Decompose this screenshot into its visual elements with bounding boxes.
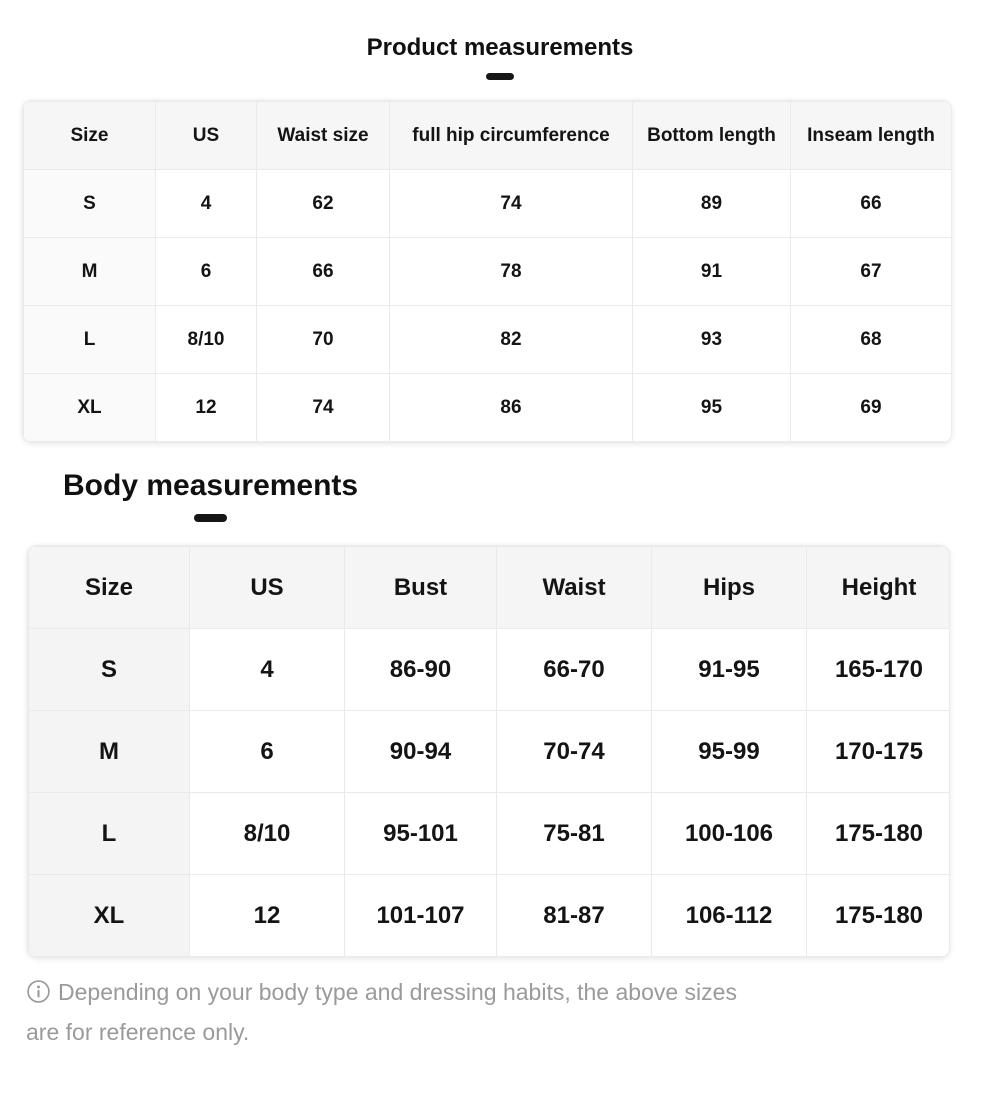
table-cell: 95 [632,373,791,442]
table-cell: 8/10 [189,792,345,875]
size-cell: L [23,305,156,374]
table-cell: 8/10 [155,305,257,374]
size-cell: M [23,237,156,306]
table-cell: 89 [632,169,791,238]
column-header: US [189,546,345,629]
size-cell: M [28,710,190,793]
table-cell: 12 [189,874,345,957]
size-cell: S [23,169,156,238]
table-row: XL 12 101-107 81-87 106-112 175-180 [28,874,949,957]
footnote: Depending on your body type and dressing… [26,972,738,1052]
body-measurements-section-header: Body measurements [63,469,358,522]
column-header: US [155,101,257,170]
table-cell: 12 [155,373,257,442]
body-measurements-table: Size US Bust Waist Hips Height S 4 86-90 66-70 91-… [28,546,949,957]
table-cell: 69 [790,373,951,442]
table-cell: 66 [790,169,951,238]
product-measurements-title: Product measurements [366,34,634,61]
product-measurements-section-header: Product measurements [366,34,634,80]
column-header: Hips [651,546,807,629]
table-cell: 70 [256,305,390,374]
size-cell: XL [23,373,156,442]
table-cell: 100-106 [651,792,807,875]
column-header: Bottom length [632,101,791,170]
table-cell: 165-170 [806,628,949,711]
column-header: Height [806,546,949,629]
table-cell: 70-74 [496,710,652,793]
table-cell: 91 [632,237,791,306]
table-row: M 6 90-94 70-74 95-99 170-175 [28,710,949,793]
table-cell: 175-180 [806,874,949,957]
column-header: Size [28,546,190,629]
info-icon [27,980,50,1003]
header-row: Size US Waist size full hip circumference Bo… [23,101,951,170]
header-row: Size US Bust Waist Hips Height [28,546,949,629]
table-row: S 4 62 74 89 66 [23,169,951,238]
table-cell: 175-180 [806,792,949,875]
table-cell: 95-99 [651,710,807,793]
table-cell: 90-94 [344,710,497,793]
title-underline-dash [194,514,228,522]
table-cell: 101-107 [344,874,497,957]
product-measurements-table: Size US Waist size full hip circumference Bo… [23,101,951,442]
column-header: Inseam length [790,101,951,170]
table-row: L 8/10 70 82 93 68 [23,305,951,374]
table-cell: 95-101 [344,792,497,875]
size-cell: S [28,628,190,711]
table-cell: 91-95 [651,628,807,711]
size-cell: XL [28,874,190,957]
table-cell: 106-112 [651,874,807,957]
table-cell: 170-175 [806,710,949,793]
table-cell: 68 [790,305,951,374]
table-cell: 74 [389,169,633,238]
table-cell: 78 [389,237,633,306]
table-cell: 62 [256,169,390,238]
table-cell: 6 [189,710,345,793]
column-header: Waist size [256,101,390,170]
table-row: XL 12 74 86 95 69 [23,373,951,442]
table-cell: 81-87 [496,874,652,957]
table-cell: 4 [189,628,345,711]
body-measurements-title: Body measurements [63,469,359,502]
footnote-text: Depending on your body type and dressing… [26,979,737,1045]
size-guide-page: Product measurements Size US Waist size ful… [0,34,1000,1052]
column-header: Waist [496,546,652,629]
table-cell: 93 [632,305,791,374]
column-header: full hip circumference [389,101,633,170]
table-cell: 6 [155,237,257,306]
title-underline-dash [485,73,514,80]
table-cell: 82 [389,305,633,374]
table-cell: 66 [256,237,390,306]
table-cell: 86-90 [344,628,497,711]
table-cell: 75-81 [496,792,652,875]
table-cell: 4 [155,169,257,238]
table-row: M 6 66 78 91 67 [23,237,951,306]
table-row: S 4 86-90 66-70 91-95 165-170 [28,628,949,711]
table-cell: 66-70 [496,628,652,711]
size-cell: L [28,792,190,875]
column-header: Bust [344,546,497,629]
table-row: L 8/10 95-101 75-81 100-106 175-180 [28,792,949,875]
product-measurements-table-container: Size US Waist size full hip circumference Bo… [22,100,952,443]
table-cell: 86 [389,373,633,442]
table-cell: 67 [790,237,951,306]
column-header: Size [23,101,156,170]
body-measurements-table-container: Size US Bust Waist Hips Height S 4 86-90 66-70 91-… [27,545,950,958]
table-cell: 74 [256,373,390,442]
